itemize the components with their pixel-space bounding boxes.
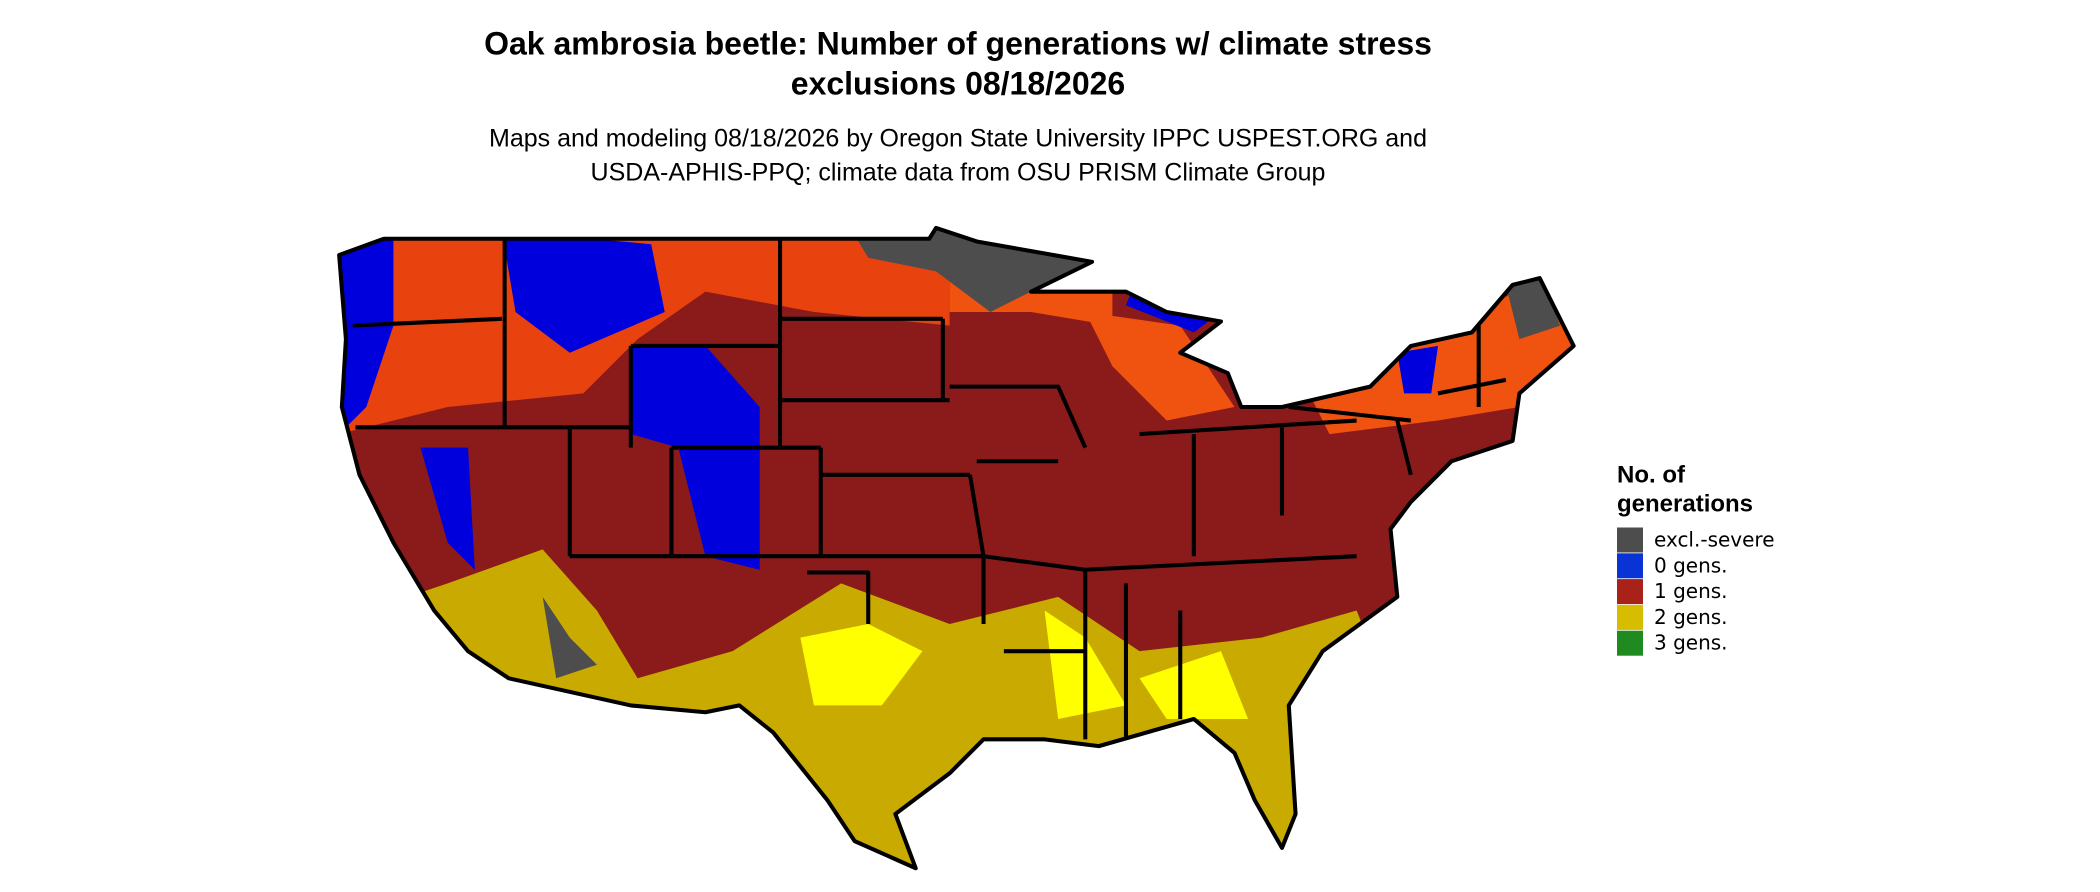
us-map: [326, 217, 1588, 892]
zone-orange: [339, 227, 950, 435]
map-subtitle: USDA-APHIS-PPQ; climate data from OSU PR…: [591, 159, 1326, 187]
legend-swatch: [1617, 553, 1643, 579]
legend-swatch: [1617, 527, 1643, 553]
legend-swatch: [1617, 630, 1643, 656]
legend-label: excl.-severe: [1654, 528, 1775, 552]
legend-label: 1 gens.: [1654, 579, 1728, 603]
legend-label: 0 gens.: [1654, 553, 1728, 577]
state-borders: [352, 238, 1507, 740]
zone-2-gen-bright: [800, 610, 1249, 719]
map-title: exclusions 08/18/2026: [791, 65, 1125, 101]
legend-swatch: [1617, 579, 1643, 605]
legend-label: 3 gens.: [1654, 631, 1728, 655]
legend-title: generations: [1617, 490, 1753, 517]
legend-swatch: [1617, 604, 1643, 630]
map-subtitle: Maps and modeling 08/18/2026 by Oregon S…: [489, 125, 1427, 153]
map-title: Oak ambrosia beetle: Number of generatio…: [484, 25, 1432, 61]
zone-0-gen: [339, 230, 1438, 570]
legend-label: 2 gens.: [1654, 605, 1728, 629]
legend-title: No. of: [1617, 461, 1686, 488]
